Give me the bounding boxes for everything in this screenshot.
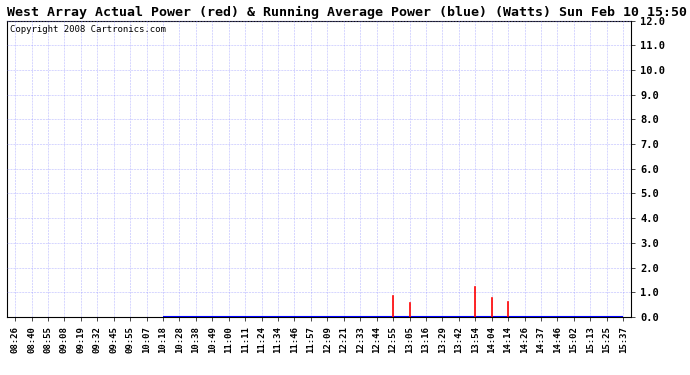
Text: Copyright 2008 Cartronics.com: Copyright 2008 Cartronics.com — [10, 25, 166, 34]
Text: West Array Actual Power (red) & Running Average Power (blue) (Watts) Sun Feb 10 : West Array Actual Power (red) & Running … — [7, 6, 687, 19]
